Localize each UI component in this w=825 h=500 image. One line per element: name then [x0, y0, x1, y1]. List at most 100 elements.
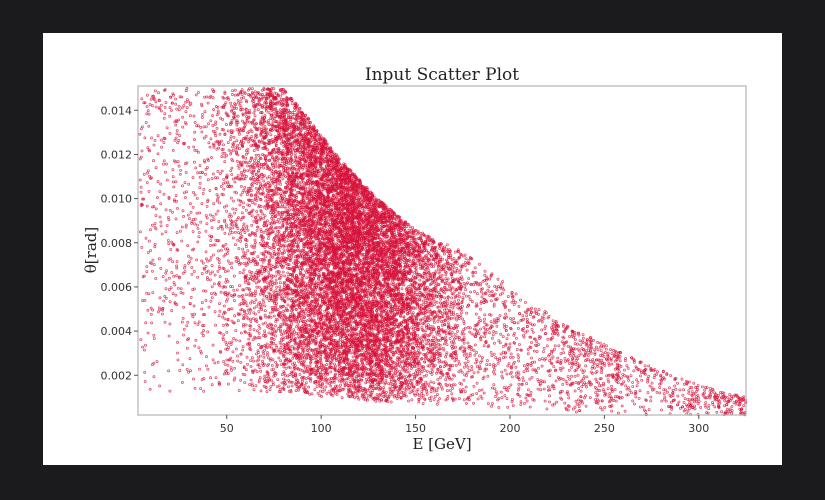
scatter-point	[160, 232, 164, 236]
scatter-point	[179, 168, 183, 172]
scatter-point	[138, 178, 142, 182]
scatter-point	[387, 382, 391, 385]
scatter-point	[261, 126, 265, 130]
scatter-point	[544, 324, 548, 328]
scatter-point	[600, 371, 604, 375]
scatter-point	[537, 312, 541, 316]
scatter-point	[394, 373, 398, 377]
scatter-point	[572, 354, 575, 358]
scatter-point	[466, 341, 470, 345]
scatter-point	[177, 104, 181, 108]
scatter-point	[198, 175, 202, 179]
scatter-point	[154, 166, 158, 170]
scatter-point	[261, 212, 265, 216]
scatter-point	[500, 291, 504, 295]
scatter-point	[276, 318, 280, 322]
scatter-point	[424, 342, 428, 346]
scatter-point	[690, 390, 694, 394]
scatter-point	[145, 291, 149, 295]
scatter-point	[257, 153, 261, 157]
scatter-point	[206, 198, 210, 202]
scatter-point	[504, 299, 507, 303]
scatter-point	[202, 125, 206, 129]
scatter-point	[229, 169, 233, 173]
scatter-point	[252, 317, 255, 321]
scatter-point	[495, 324, 499, 328]
scatter-point	[185, 106, 189, 110]
scatter-point	[440, 312, 444, 316]
scatter-point	[600, 408, 604, 412]
scatter-point	[408, 225, 412, 229]
scatter-point	[280, 351, 284, 355]
scatter-point	[291, 356, 295, 360]
scatter-point	[649, 399, 653, 403]
scatter-point	[310, 392, 314, 396]
scatter-point	[260, 128, 263, 132]
scatter-point	[204, 250, 208, 254]
scatter-point	[423, 315, 427, 319]
scatter-point	[449, 313, 453, 317]
scatter-point	[225, 209, 228, 213]
scatter-point	[236, 354, 239, 358]
scatter-point	[553, 332, 557, 335]
scatter-point	[486, 374, 490, 378]
scatter-point	[493, 372, 497, 376]
scatter-point	[472, 348, 476, 352]
scatter-point	[492, 341, 496, 345]
scatter-point	[446, 282, 450, 286]
scatter-point	[211, 114, 214, 118]
scatter-point	[193, 312, 197, 316]
scatter-point	[259, 369, 263, 373]
scatter-point	[391, 343, 395, 346]
scatter-point	[647, 408, 651, 412]
scatter-point	[419, 234, 423, 238]
scatter-point	[483, 313, 487, 317]
scatter-point	[189, 369, 192, 373]
scatter-point	[172, 185, 176, 189]
scatter-point	[262, 205, 266, 209]
scatter-point	[260, 172, 264, 176]
scatter-point	[242, 96, 246, 100]
scatter-point	[555, 400, 559, 404]
scatter-point	[686, 409, 690, 413]
scatter-point	[185, 98, 189, 102]
scatter-point	[217, 314, 221, 318]
scatter-point	[599, 349, 603, 353]
scatter-point	[329, 370, 333, 374]
scatter-point	[435, 402, 439, 406]
scatter-point	[141, 299, 145, 303]
scatter-point	[436, 386, 440, 390]
scatter-point	[267, 175, 271, 179]
scatter-point	[480, 295, 484, 299]
scatter-point	[540, 357, 544, 361]
scatter-point	[263, 321, 267, 325]
scatter-point	[205, 222, 209, 226]
scatter-point	[201, 113, 205, 116]
scatter-point	[167, 242, 171, 246]
scatter-point	[491, 370, 495, 374]
scatter-point	[681, 393, 685, 397]
scatter-point	[246, 131, 250, 135]
scatter-point	[231, 236, 235, 240]
scatter-point	[411, 314, 415, 318]
scatter-point	[460, 275, 464, 279]
scatter-point	[488, 290, 492, 294]
scatter-point	[325, 298, 329, 302]
scatter-point	[184, 171, 188, 174]
scatter-point	[464, 257, 468, 261]
scatter-point	[242, 268, 246, 272]
scatter-point	[531, 368, 535, 372]
scatter-point	[207, 141, 211, 145]
scatter-point	[463, 361, 467, 365]
scatter-point	[205, 216, 209, 220]
scatter-point	[229, 152, 233, 156]
scatter-point	[216, 109, 220, 113]
scatter-point	[512, 302, 516, 306]
scatter-point	[283, 155, 287, 159]
scatter-point	[421, 402, 425, 406]
scatter-point	[460, 370, 464, 374]
scatter-point	[445, 389, 449, 393]
scatter-point	[605, 344, 608, 348]
scatter-point	[173, 283, 177, 287]
scatter-point	[197, 346, 201, 350]
